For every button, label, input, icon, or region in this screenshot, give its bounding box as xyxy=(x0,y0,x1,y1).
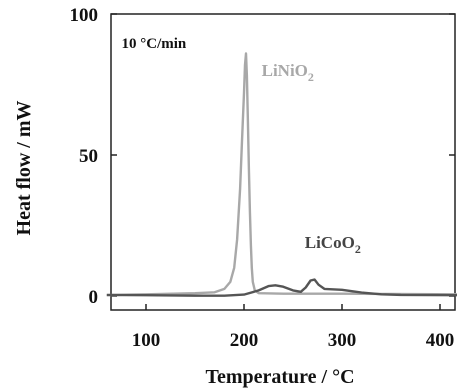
x-tick-label: 200 xyxy=(230,330,259,351)
series-group xyxy=(106,52,457,297)
x-tick-label: 100 xyxy=(132,330,161,351)
y-tick-label: 0 xyxy=(89,287,99,308)
y-axis-title: Heat flow / mW xyxy=(13,101,35,236)
series-label-licoo2: LiCoO2 xyxy=(305,233,361,256)
series-line-licoo2 xyxy=(106,278,457,297)
series-line-linio2 xyxy=(106,52,457,297)
y-tick-label: 100 xyxy=(70,5,99,26)
x-tick-label: 300 xyxy=(328,330,357,351)
heating-rate-label: 10 °C/min xyxy=(122,36,187,52)
series-label-linio2: LiNiO2 xyxy=(262,61,314,84)
y-tick-label: 50 xyxy=(79,146,98,167)
plot-frame xyxy=(110,13,456,311)
x-tick-label: 400 xyxy=(426,330,455,351)
axis-ticks: 100 200 300 400 0 50 100 xyxy=(70,5,455,351)
annotation-group: 10 °C/min LiNiO2 LiCoO2 xyxy=(122,36,361,256)
x-axis-title: Temperature / °C xyxy=(205,366,354,388)
